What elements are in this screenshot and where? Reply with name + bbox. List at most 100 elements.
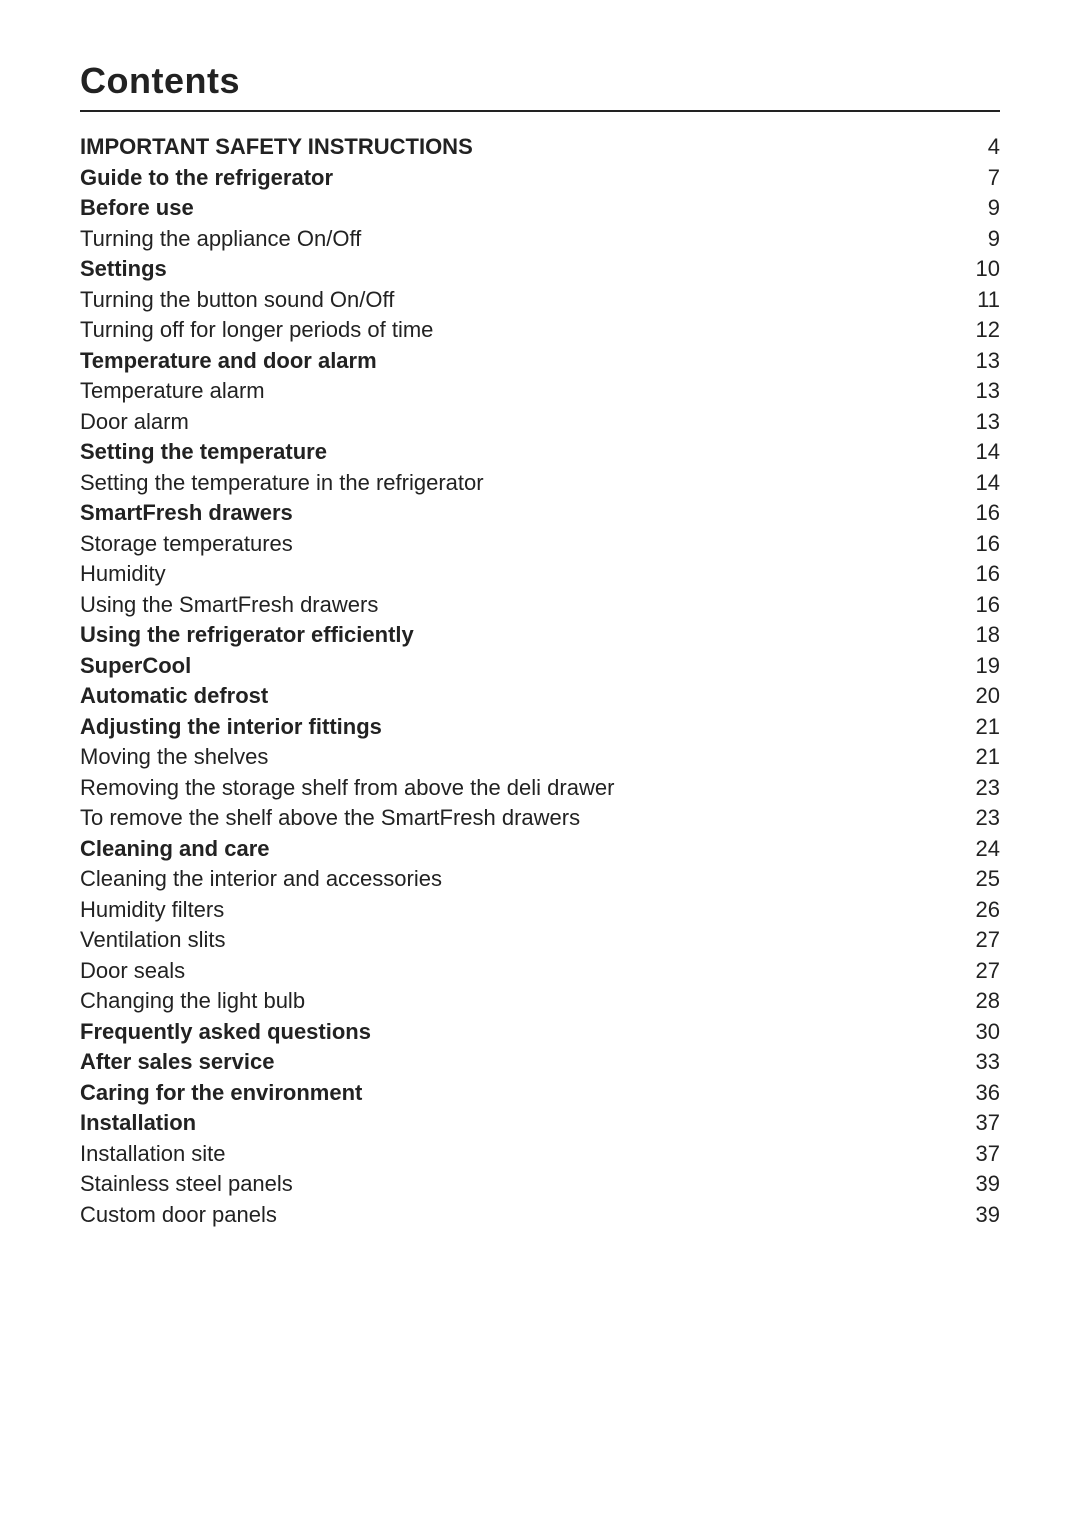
toc-row: Humidity filters 26 <box>80 899 1000 921</box>
toc-row: SmartFresh drawers 16 <box>80 502 1000 524</box>
toc-row: SuperCool 19 <box>80 655 1000 677</box>
toc-row: Ventilation slits27 <box>80 929 1000 951</box>
toc-row: Changing the light bulb 28 <box>80 990 1000 1012</box>
toc-row: Humidity 16 <box>80 563 1000 585</box>
toc-entry-page: 19 <box>970 655 1000 677</box>
toc-entry-label: Before use <box>80 197 194 219</box>
toc-row: Cleaning the interior and accessories25 <box>80 868 1000 890</box>
toc-entry-label: Temperature and door alarm <box>80 350 377 372</box>
toc-entry-label: Door alarm <box>80 411 189 433</box>
toc-row: Turning the appliance On/Off 9 <box>80 228 1000 250</box>
toc-entry-label: Cleaning and care <box>80 838 270 860</box>
toc-entry-label: To remove the shelf above the SmartFresh… <box>80 807 580 829</box>
toc-entry-label: Custom door panels <box>80 1204 277 1226</box>
toc-entry-label: Automatic defrost <box>80 685 268 707</box>
toc-entry-page: 23 <box>970 777 1000 799</box>
toc-entry-page: 24 <box>970 838 1000 860</box>
toc-row: Door alarm 13 <box>80 411 1000 433</box>
toc-entry-page: 28 <box>970 990 1000 1012</box>
toc-entry-label: Settings <box>80 258 167 280</box>
toc-entry-page: 13 <box>970 411 1000 433</box>
table-of-contents: IMPORTANT SAFETY INSTRUCTIONS4 Guide to t… <box>80 136 1000 1226</box>
toc-entry-page: 30 <box>970 1021 1000 1043</box>
toc-row: Installation 37 <box>80 1112 1000 1134</box>
toc-row: Door seals 27 <box>80 960 1000 982</box>
toc-entry-page: 9 <box>970 228 1000 250</box>
toc-entry-label: After sales service <box>80 1051 274 1073</box>
toc-entry-page: 27 <box>970 960 1000 982</box>
toc-row: IMPORTANT SAFETY INSTRUCTIONS4 <box>80 136 1000 158</box>
toc-entry-label: Setting the temperature <box>80 441 327 463</box>
toc-entry-label: Guide to the refrigerator <box>80 167 333 189</box>
toc-entry-page: 21 <box>970 716 1000 738</box>
toc-entry-label: IMPORTANT SAFETY INSTRUCTIONS <box>80 136 473 158</box>
toc-row: Stainless steel panels39 <box>80 1173 1000 1195</box>
toc-row: Guide to the refrigerator 7 <box>80 167 1000 189</box>
toc-entry-page: 10 <box>970 258 1000 280</box>
toc-row: Setting the temperature 14 <box>80 441 1000 463</box>
toc-entry-label: Stainless steel panels <box>80 1173 293 1195</box>
toc-row: Turning off for longer periods of time12 <box>80 319 1000 341</box>
toc-entry-label: SmartFresh drawers <box>80 502 293 524</box>
toc-entry-label: Humidity <box>80 563 166 585</box>
toc-entry-page: 37 <box>970 1143 1000 1165</box>
toc-row: Using the refrigerator efficiently 18 <box>80 624 1000 646</box>
toc-entry-page: 14 <box>970 441 1000 463</box>
toc-entry-page: 16 <box>970 594 1000 616</box>
toc-entry-page: 7 <box>970 167 1000 189</box>
toc-entry-page: 16 <box>970 502 1000 524</box>
toc-entry-label: Using the SmartFresh drawers <box>80 594 378 616</box>
toc-row: Automatic defrost20 <box>80 685 1000 707</box>
toc-entry-label: Installation <box>80 1112 196 1134</box>
toc-entry-page: 9 <box>970 197 1000 219</box>
toc-entry-page: 13 <box>970 350 1000 372</box>
toc-row: Using the SmartFresh drawers 16 <box>80 594 1000 616</box>
toc-row: After sales service33 <box>80 1051 1000 1073</box>
toc-row: Before use 9 <box>80 197 1000 219</box>
toc-entry-label: Adjusting the interior fittings <box>80 716 382 738</box>
toc-row: Caring for the environment36 <box>80 1082 1000 1104</box>
toc-entry-label: Storage temperatures <box>80 533 293 555</box>
toc-entry-page: 26 <box>970 899 1000 921</box>
toc-row: To remove the shelf above the SmartFresh… <box>80 807 1000 829</box>
toc-row: Settings 10 <box>80 258 1000 280</box>
toc-entry-label: Humidity filters <box>80 899 224 921</box>
page-container: Contents IMPORTANT SAFETY INSTRUCTIONS4 G… <box>0 0 1080 1529</box>
toc-row: Frequently asked questions 30 <box>80 1021 1000 1043</box>
toc-row: Installation site 37 <box>80 1143 1000 1165</box>
toc-row: Storage temperatures 16 <box>80 533 1000 555</box>
toc-entry-page: 37 <box>970 1112 1000 1134</box>
toc-entry-label: Turning the appliance On/Off <box>80 228 361 250</box>
toc-entry-page: 16 <box>970 563 1000 585</box>
toc-row: Cleaning and care 24 <box>80 838 1000 860</box>
toc-entry-label: Turning off for longer periods of time <box>80 319 433 341</box>
toc-entry-label: Using the refrigerator efficiently <box>80 624 414 646</box>
page-title: Contents <box>80 60 1000 102</box>
toc-entry-page: 21 <box>970 746 1000 768</box>
toc-entry-label: Frequently asked questions <box>80 1021 371 1043</box>
toc-entry-label: Installation site <box>80 1143 226 1165</box>
toc-entry-label: Turning the button sound On/Off <box>80 289 394 311</box>
toc-entry-page: 13 <box>970 380 1000 402</box>
toc-row: Custom door panels39 <box>80 1204 1000 1226</box>
toc-row: Removing the storage shelf from above th… <box>80 777 1000 799</box>
toc-entry-label: Caring for the environment <box>80 1082 362 1104</box>
toc-entry-label: Moving the shelves <box>80 746 268 768</box>
toc-entry-page: 25 <box>970 868 1000 890</box>
toc-row: Setting the temperature in the refrigera… <box>80 472 1000 494</box>
toc-entry-page: 18 <box>970 624 1000 646</box>
toc-entry-page: 11 <box>970 289 1000 311</box>
toc-entry-label: SuperCool <box>80 655 191 677</box>
title-rule <box>80 110 1000 112</box>
toc-entry-label: Changing the light bulb <box>80 990 305 1012</box>
toc-entry-label: Temperature alarm <box>80 380 265 402</box>
toc-row: Moving the shelves 21 <box>80 746 1000 768</box>
toc-row: Turning the button sound On/Off 11 <box>80 289 1000 311</box>
toc-row: Temperature alarm 13 <box>80 380 1000 402</box>
toc-entry-label: Setting the temperature in the refrigera… <box>80 472 484 494</box>
toc-row: Adjusting the interior fittings 21 <box>80 716 1000 738</box>
toc-entry-label: Door seals <box>80 960 185 982</box>
toc-entry-page: 27 <box>970 929 1000 951</box>
toc-entry-label: Removing the storage shelf from above th… <box>80 777 614 799</box>
toc-entry-page: 16 <box>970 533 1000 555</box>
